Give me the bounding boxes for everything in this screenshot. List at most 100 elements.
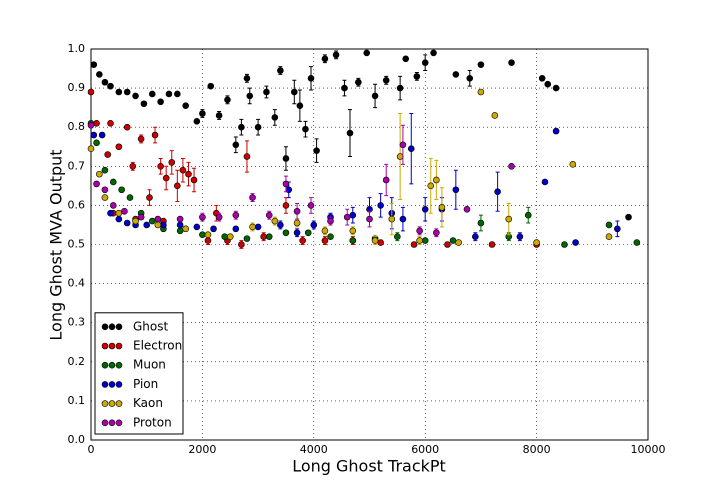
data-point [157,163,164,170]
data-point [182,102,189,109]
y-tick-label: 0.1 [68,394,86,407]
data-point [260,233,267,240]
legend-marker [115,419,123,427]
data-point [176,215,184,223]
data-point [115,88,123,96]
data-point [477,88,485,96]
data-point [327,217,334,225]
data-point [232,141,240,149]
y-tick-label: 0.8 [68,120,86,133]
data-point [168,159,176,166]
data-point [552,127,560,135]
data-point [246,92,254,100]
legend-marker [108,342,116,350]
y-tick-label: 0.7 [68,159,86,172]
x-tick-label: 10000 [631,443,666,456]
data-point [132,92,139,100]
data-point [291,88,298,96]
data-point [107,82,114,90]
data-point [162,174,170,182]
x-tick-label: 4000 [300,443,328,456]
data-point [93,139,100,147]
legend-marker [108,400,116,407]
legend-marker [101,419,109,427]
data-point [572,239,579,246]
data-point [249,194,256,201]
data-point [293,207,301,215]
data-point [132,217,139,225]
data-point [254,123,262,131]
legend-label: Electron [133,339,182,353]
data-point [438,204,446,211]
data-point [402,55,410,63]
data-point [508,163,515,170]
data-point [146,194,153,201]
data-point [165,90,173,98]
data-point [388,215,396,223]
data-point [407,145,415,153]
data-point [107,209,114,217]
legend-marker [108,361,116,369]
data-point [614,225,621,233]
data-point [154,215,162,223]
data-point [277,67,284,74]
y-axis-label: Long Ghost MVA Output [47,149,66,340]
data-point [430,49,437,57]
data-point [304,229,312,237]
data-point [399,141,407,149]
data-point [193,118,201,125]
x-tick-label: 0 [88,443,95,456]
data-point [433,229,440,237]
data-point [101,186,109,194]
data-point [452,186,460,194]
data-point [421,237,429,244]
data-point [265,211,273,219]
data-point [238,241,245,248]
data-point [307,202,315,209]
data-point [605,221,613,229]
legend-marker [101,381,109,388]
data-point [265,233,273,240]
data-point [346,129,354,137]
data-point [232,211,240,219]
data-point [293,229,301,237]
data-point [93,180,100,188]
legend: Ghost Electron Muon Pion Kaon Proton [94,312,184,435]
y-tick-label: 0.6 [68,198,86,211]
data-point [87,88,95,96]
data-point [349,237,357,244]
data-point [533,239,540,246]
y-tick-label: 0.5 [68,238,86,251]
y-tick-label: 0.4 [68,277,86,290]
data-point [215,213,223,221]
data-point [176,227,184,235]
data-point [421,59,429,66]
data-point [115,209,123,217]
data-point [382,176,390,184]
legend-marker [115,381,123,388]
data-point [569,161,577,168]
data-point [552,84,560,92]
data-point [477,61,485,68]
data-point [282,202,290,209]
data-point [185,170,192,178]
data-point [541,178,549,186]
data-point [174,90,181,98]
data-point [90,131,98,139]
data-point [349,227,357,235]
data-point [243,153,251,160]
data-point [179,166,187,174]
data-point [123,219,131,227]
data-point [115,215,123,223]
data-point [293,219,301,227]
data-point [148,90,156,98]
data-point [343,213,351,221]
data-point [193,223,201,231]
data-point [157,98,164,106]
data-point [182,225,189,233]
data-point [160,221,167,229]
legend-marker [101,323,109,331]
data-point [226,233,234,240]
data-point [190,176,198,184]
